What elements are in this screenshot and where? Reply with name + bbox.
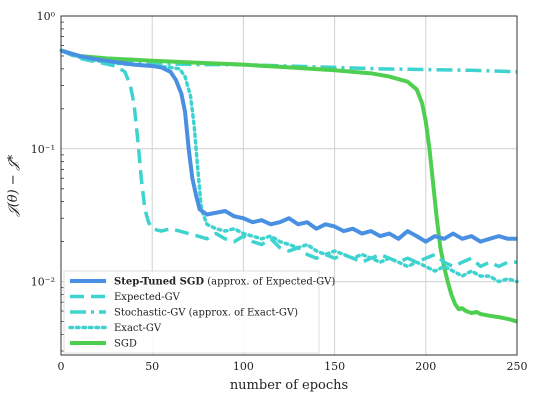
- x-tick-label: 150: [324, 360, 345, 373]
- axes: 0 50 100 150 200 250 10⁰ 10⁻¹ 10⁻²: [31, 10, 528, 373]
- legend-entry: SGD: [114, 339, 137, 350]
- series-line-1: [60, 48, 517, 269]
- legend-series-name: Exact-GV: [114, 323, 162, 334]
- plot-frame: [60, 15, 518, 356]
- series-line-3: [59, 48, 519, 284]
- legend-entry: Expected-GV: [114, 292, 181, 303]
- x-tick-label: 0: [58, 360, 65, 373]
- series-line-4: [60, 48, 518, 324]
- y-tick-label: 10⁻²: [31, 276, 55, 289]
- legend-series-name: Expected-GV: [114, 292, 181, 303]
- legend-series-name: SGD: [114, 339, 137, 350]
- x-tick-label: 200: [415, 360, 436, 373]
- y-tick-label: 10⁻¹: [31, 143, 55, 156]
- x-tick-label: 250: [507, 360, 528, 373]
- legend: Step-Tuned SGD (approx. of Expected-GV) E…: [63, 270, 335, 354]
- x-tick-label: 50: [145, 360, 159, 373]
- series-line-0: [60, 48, 517, 244]
- legend-series-name: Step-Tuned SGD: [114, 277, 204, 288]
- y-axis-label: 𝒥(θ) − 𝒥*: [6, 154, 21, 217]
- legend-series-name: Stochastic-GV: [114, 308, 186, 319]
- legend-box: [63, 270, 320, 354]
- legend-entry: Step-Tuned SGD (approx. of Expected-GV): [114, 277, 335, 288]
- legend-series-suffix: (approx. of Exact-GV): [185, 308, 298, 319]
- series-layer: [59, 48, 519, 324]
- legend-series-suffix: (approx. of Expected-GV): [204, 277, 335, 288]
- legend-entry: Exact-GV: [114, 323, 162, 334]
- y-tick-label: 10⁰: [37, 10, 56, 23]
- legend-entry: Stochastic-GV (approx. of Exact-GV): [114, 308, 298, 319]
- x-axis-label: number of epochs: [230, 378, 348, 393]
- x-tick-label: 100: [233, 360, 254, 373]
